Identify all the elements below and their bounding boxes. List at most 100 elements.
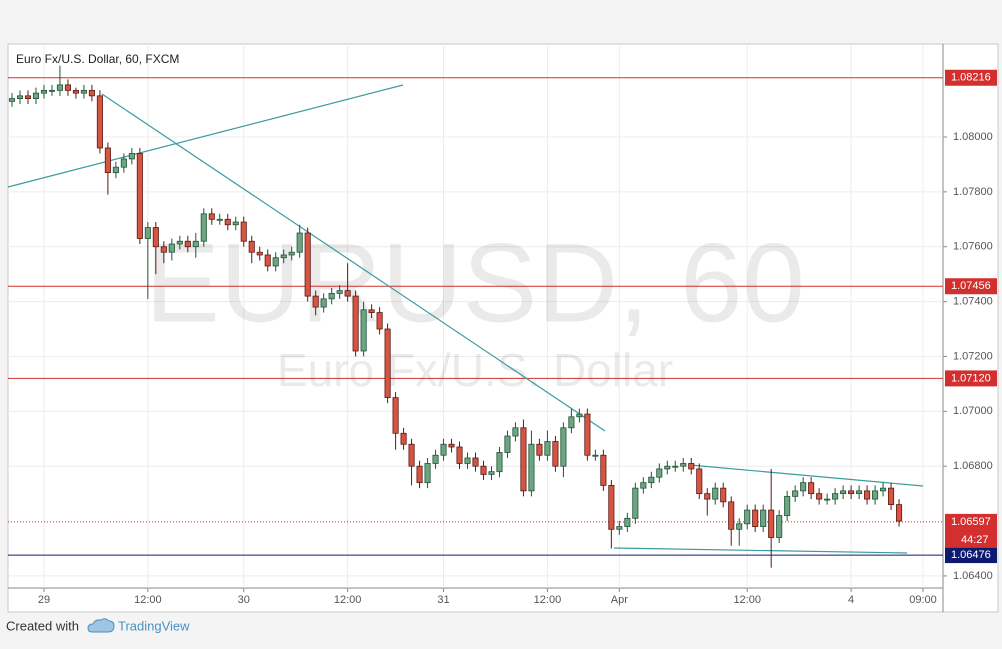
x-tick-label: 12:00	[534, 594, 562, 606]
candle-body	[216, 218, 223, 221]
candle-body	[504, 435, 511, 453]
candle-body	[112, 166, 119, 174]
trend-line	[101, 93, 606, 432]
candle-body	[496, 452, 503, 473]
candle-body	[384, 328, 391, 399]
level-label-bg	[945, 547, 997, 564]
candle-body	[432, 454, 439, 464]
candle-body	[32, 92, 40, 99]
created-with[interactable]: Created with	[6, 618, 79, 633]
candle-body	[240, 221, 247, 242]
candle-body	[128, 153, 135, 160]
candle-body	[440, 443, 447, 456]
candle-body	[824, 498, 831, 501]
candle-body	[672, 465, 679, 468]
candle-body	[344, 290, 351, 297]
candle-body	[792, 490, 799, 497]
candle-body	[592, 454, 599, 457]
brand-logo	[87, 618, 115, 633]
candle-body	[88, 89, 95, 97]
candle-body	[40, 89, 47, 94]
y-tick-label: 1.06400	[953, 570, 993, 582]
candle-body	[224, 218, 231, 226]
candle-body	[456, 446, 463, 464]
countdown: 44:27	[961, 534, 989, 546]
candle-body	[648, 476, 655, 484]
candle-body	[632, 487, 639, 519]
candle-body	[784, 495, 791, 516]
candle-body	[328, 292, 335, 300]
candle-body	[656, 468, 663, 478]
candle-body	[776, 515, 783, 538]
candle-body	[336, 290, 343, 294]
candle-body	[544, 441, 551, 456]
candle-body	[168, 243, 175, 253]
candle-body	[376, 312, 383, 330]
candle-body	[200, 213, 207, 242]
candle-body	[608, 484, 615, 530]
trend-line	[689, 464, 924, 487]
level-label: 1.07120	[951, 372, 991, 384]
candle-body	[136, 153, 143, 239]
candle-body	[600, 454, 607, 486]
candle-body	[56, 84, 63, 91]
brand[interactable]: TradingView	[118, 618, 190, 633]
candle-body	[712, 487, 719, 500]
candle-body	[256, 251, 263, 256]
y-tick-label: 1.06800	[953, 460, 993, 472]
candle-body	[832, 493, 839, 500]
candle-body	[520, 427, 527, 492]
trend-line	[613, 547, 908, 554]
candle-body	[320, 298, 327, 308]
candle-body	[368, 309, 375, 313]
candle-body	[176, 240, 183, 245]
candle-body	[16, 95, 24, 99]
candle-body	[192, 240, 199, 248]
candle-body	[528, 443, 535, 492]
candle-body	[448, 443, 455, 448]
candle-body	[400, 432, 407, 445]
candle-body	[640, 482, 647, 489]
x-tick-label: 4	[848, 594, 854, 606]
candle-body	[248, 240, 255, 253]
candle-body	[704, 493, 711, 500]
candle-body	[392, 397, 399, 434]
candle-body	[880, 487, 887, 492]
watermark-subtitle: Euro Fx/U.S. Dollar	[277, 344, 673, 396]
candle-body	[312, 295, 319, 308]
candle-body	[816, 493, 823, 500]
chart-title: Euro Fx/U.S. Dollar, 60, FXCM	[16, 52, 179, 66]
last-price-label-bg	[945, 513, 997, 548]
level-label-bg	[945, 278, 997, 295]
candle-body	[808, 482, 815, 495]
candle-body	[408, 443, 415, 467]
axis-labels: 1.06400 1.06800 1.07000 1.07200 1.07400 1.076…	[38, 69, 997, 606]
candle-body	[752, 509, 759, 527]
candle-body	[48, 89, 55, 92]
candle-body	[264, 254, 271, 267]
candle-body	[896, 504, 903, 522]
watermark: EURUSD, 60	[145, 221, 805, 346]
candle-body	[720, 487, 727, 503]
candle-body	[144, 227, 151, 239]
candle-body	[96, 95, 103, 149]
candle-body	[800, 482, 807, 492]
candle-body	[8, 98, 16, 102]
candle-body	[856, 490, 863, 495]
x-tick-label: 12:00	[733, 594, 761, 606]
candle-body	[464, 457, 471, 464]
level-label-bg	[945, 370, 997, 387]
candle-body	[72, 89, 79, 94]
x-tick-label: 29	[38, 594, 50, 606]
candle-body	[864, 490, 871, 500]
candles	[8, 65, 903, 568]
candle-body	[552, 441, 559, 467]
candle-body	[296, 232, 303, 253]
candle-body	[760, 509, 767, 527]
candle-body	[680, 463, 687, 467]
candle-body	[272, 257, 279, 267]
candle-body	[360, 309, 367, 352]
chart-panel	[7, 43, 999, 613]
candle-body	[304, 232, 311, 297]
